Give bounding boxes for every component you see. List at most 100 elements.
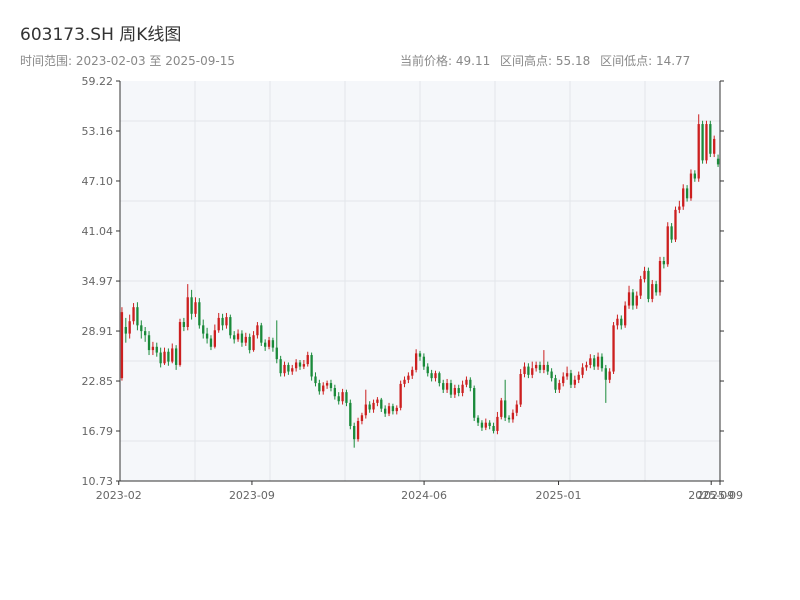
candle-body [480,422,484,428]
candle-body [631,292,635,306]
candle-body [244,336,247,343]
candle-body [221,317,224,326]
y-tick-label: 28.91 [82,325,114,338]
candle-body [430,373,433,379]
candle-body [267,340,271,347]
candle-body [527,366,530,375]
candle-body [380,399,383,409]
y-tick-label: 41.04 [82,225,114,238]
candle-body [248,336,251,351]
candle-body [670,226,673,240]
chart-subtitle: 时间范围: 2023-02-03 至 2025-09-15 [20,54,235,68]
candle-body [519,374,522,405]
y-tick-label: 16.79 [82,425,114,438]
candle-body [616,318,619,326]
candle-body [635,295,638,306]
y-tick-label: 22.85 [82,375,114,388]
candle-body [682,188,685,207]
candle-body [422,356,426,367]
candle-body [194,302,197,314]
candle-body [310,355,313,377]
candle-body [186,297,189,327]
candle-body [407,375,410,380]
y-tick-label: 10.73 [82,475,114,488]
candle-body [155,346,158,353]
candle-body [658,260,662,293]
candle-body [325,383,329,386]
candle-body [593,358,596,367]
candle-body [349,402,352,426]
candle-body [283,364,286,374]
x-tick-label: 2025-09 [688,489,734,502]
candle-body [608,371,611,380]
current-price-label: 当前价格: 49.11 [400,54,491,68]
candle-body [275,347,278,360]
candle-body [701,124,704,161]
candle-body [368,404,371,410]
candle-body [167,351,170,362]
candle-body [163,351,166,364]
candle-body [569,373,573,385]
candle-body [693,173,696,179]
candle-body [128,321,131,334]
candle-body [685,188,689,199]
candle-body [697,124,700,179]
candle-body [341,392,344,402]
candle-body [713,138,716,154]
candle-body [132,307,135,322]
candle-body [523,366,526,375]
candle-body [333,388,336,397]
x-tick-label: 2023-09 [229,489,275,502]
candle-body [256,325,259,336]
candle-body [291,368,294,372]
candle-body [484,422,487,428]
candle-body [140,325,143,332]
candle-body [689,173,693,199]
candle-body [147,335,151,351]
candle-body [604,368,607,380]
candle-body [356,421,360,440]
candle-body [391,406,395,412]
candle-body [565,373,569,377]
candle-body [360,415,364,422]
candle-body [178,322,182,365]
y-tick-label: 53.16 [82,125,114,138]
candle-body [353,425,356,440]
candle-body [511,412,515,420]
candle-body [240,333,244,343]
y-tick-label: 59.22 [82,75,114,88]
candle-body [399,383,402,408]
candle-body [279,359,282,374]
candle-body [229,317,232,336]
candle-body [260,325,263,343]
candle-body [581,367,584,375]
candle-body [647,270,650,299]
candle-body [554,378,557,390]
candle-body [504,400,507,418]
y-tick-label: 34.97 [82,275,114,288]
candle-body [395,407,398,412]
candle-body [465,379,468,385]
candle-body [585,364,588,368]
candle-body [515,404,518,413]
candle-body [624,305,627,326]
candle-body [306,355,309,365]
candle-body [294,362,298,369]
candle-body [411,369,414,376]
candle-body [469,379,472,389]
candle-body [217,317,220,331]
candle-body [202,325,205,334]
candle-body [236,333,240,340]
candle-body [449,383,453,395]
candle-body [651,284,654,299]
x-tick-label: 2024-06 [401,489,447,502]
candle-body [678,206,681,210]
candle-body [654,284,658,293]
candle-body [124,326,127,334]
range-high-label: 区间高点: 55.18 [500,54,591,68]
candle-body [151,346,155,351]
candle-body [384,408,387,414]
candle-body [577,374,580,380]
candle-body [546,364,549,372]
